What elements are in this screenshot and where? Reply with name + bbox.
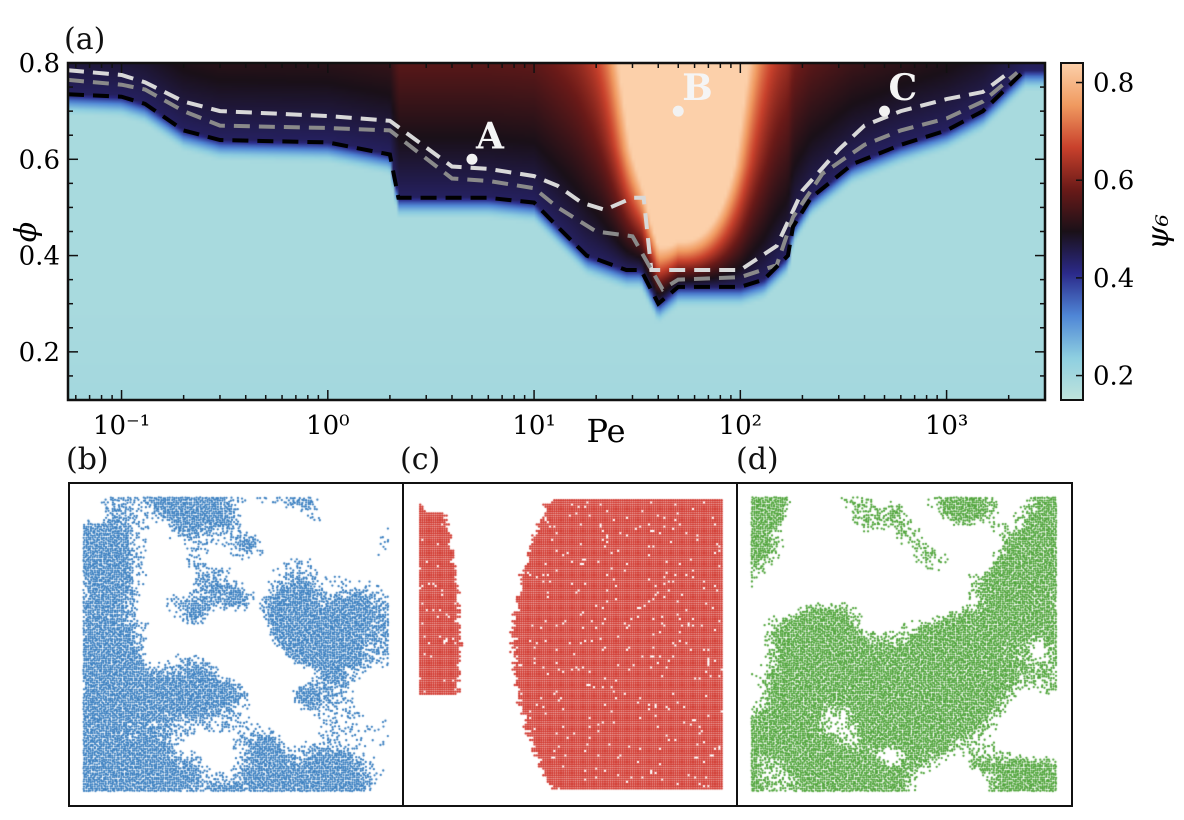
panel-label-d: (d) (736, 442, 779, 477)
colorbar-tick-label: 0.6 (1093, 166, 1134, 196)
x-tick-label: 10¹ (512, 411, 556, 441)
colorbar-tick-label: 0.2 (1093, 362, 1134, 392)
snapshot-d-particles (738, 484, 1071, 805)
y-tick-label: 0.6 (19, 145, 60, 175)
snapshot-panel-d (736, 482, 1073, 807)
x-tick-label: 10² (719, 411, 763, 441)
snapshot-c-particles (404, 484, 737, 805)
contour-line-1 (68, 71, 1019, 293)
point-label-b: B (682, 67, 712, 109)
snapshot-panel-b (68, 482, 405, 807)
colorbar (1060, 62, 1084, 401)
contour-line-2 (68, 68, 1027, 307)
snapshot-b-particles (70, 484, 403, 805)
x-tick-label: 10³ (925, 411, 969, 441)
panel-label-c: (c) (400, 442, 441, 477)
colorbar-tick-label: 0.4 (1093, 264, 1134, 294)
panel-label-b: (b) (66, 442, 109, 477)
point-label-a: A (475, 115, 505, 157)
y-tick-label: 0.2 (19, 338, 60, 368)
colorbar-tick-label: 0.8 (1093, 69, 1134, 99)
point-c (878, 105, 890, 117)
y-tick-label: 0.8 (19, 49, 60, 79)
point-label-c: C (888, 67, 917, 109)
y-tick-label: 0.4 (19, 242, 60, 272)
phase-diagram-heatmap: A B C 10⁻¹ 10⁰ 10¹ 10² 10³ Pe 0.2 0.4 0.6 0.8 ϕ 0.2 0.4… (9, 49, 1176, 450)
x-tick-label: 10⁻¹ (93, 411, 150, 441)
contour-line-0 (68, 68, 1010, 272)
point-a (466, 153, 478, 165)
colorbar-label: ψ₆ (1141, 214, 1176, 250)
snapshot-panel-c (402, 482, 739, 807)
point-b (672, 105, 684, 117)
x-axis-label: Pe (586, 412, 625, 450)
contour-group (68, 68, 1027, 307)
y-axis-label: ϕ (9, 222, 44, 242)
panel-label-a: (a) (64, 22, 106, 57)
x-tick-label: 10⁰ (306, 411, 350, 441)
